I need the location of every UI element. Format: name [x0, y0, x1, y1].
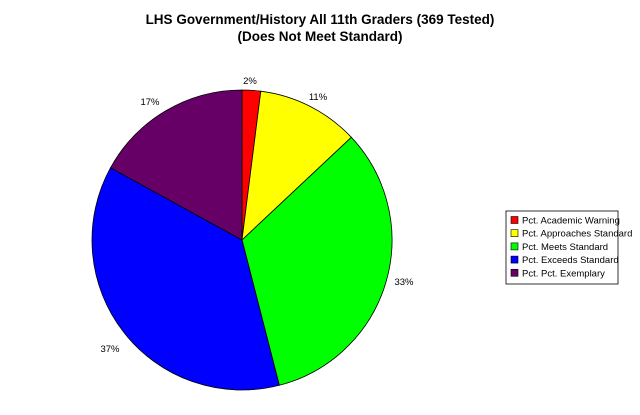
pie-slice-pct-exceeds-standard: [91, 167, 280, 391]
legend-label-pct-approaches-standard: Pct. Approaches Standard: [522, 229, 632, 240]
legend-swatch-pct-pct-exemplary: [510, 268, 519, 277]
pie-slice-pct-meets-standard: [241, 136, 393, 386]
slice-label-pct-pct-exemplary: 17%: [140, 97, 160, 108]
slice-label-pct-academic-warning: 2%: [243, 76, 257, 87]
chart-subtitle: (Does Not Meet Standard): [237, 29, 402, 44]
legend-swatch-pct-exceeds-standard: [510, 255, 519, 264]
pie-slice-pct-approaches-standard: [241, 90, 352, 242]
legend-box: [505, 210, 619, 285]
legend-swatch-pct-meets-standard: [510, 242, 519, 251]
pie-labels: 2% 11% 33% 37% 17%: [100, 76, 414, 355]
chart-title: LHS Government/History All 11th Graders …: [146, 12, 495, 27]
pie-slices: [91, 89, 393, 391]
legend-label-pct-meets-standard: Pct. Meets Standard: [522, 242, 608, 253]
legend-label-pct-pct-exemplary: Pct. Pct. Exemplary: [522, 268, 605, 279]
legend-label-pct-exceeds-standard: Pct. Exceeds Standard: [522, 255, 619, 266]
legend-label-pct-academic-warning: Pct. Academic Warning: [522, 216, 620, 227]
slice-label-pct-exceeds-standard: 37%: [100, 344, 120, 355]
legend-swatch-pct-academic-warning: [510, 216, 519, 224]
slice-label-pct-approaches-standard: 11%: [309, 92, 328, 103]
pie-slice-pct-pct-exemplary: [110, 89, 243, 241]
slice-label-pct-meets-standard: 33%: [394, 277, 414, 288]
legend-swatch-pct-approaches-standard: [510, 229, 519, 237]
legend: Pct. Academic Warning Pct. Approaches Sta…: [505, 210, 632, 285]
